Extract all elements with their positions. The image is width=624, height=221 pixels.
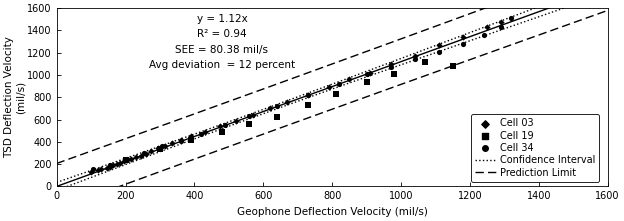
Point bbox=[272, 105, 282, 108]
X-axis label: Geophone Deflection Velocity (mil/s): Geophone Deflection Velocity (mil/s) bbox=[236, 207, 427, 217]
Point bbox=[410, 54, 420, 58]
Point bbox=[496, 25, 506, 29]
Point bbox=[220, 123, 230, 127]
Point bbox=[186, 138, 196, 141]
Point bbox=[482, 25, 492, 29]
Point bbox=[386, 65, 396, 69]
Point bbox=[245, 114, 255, 118]
Point bbox=[365, 71, 375, 74]
Point bbox=[265, 107, 275, 110]
Point bbox=[217, 130, 227, 134]
Point bbox=[86, 170, 96, 174]
Point bbox=[331, 92, 341, 96]
Point bbox=[157, 145, 167, 148]
Point bbox=[119, 160, 129, 163]
Point bbox=[361, 80, 371, 84]
Point bbox=[506, 16, 516, 20]
Point bbox=[112, 162, 122, 166]
Point bbox=[282, 101, 292, 104]
Point bbox=[434, 50, 444, 53]
Point bbox=[434, 43, 444, 47]
Point bbox=[447, 64, 457, 68]
Point bbox=[197, 132, 207, 136]
Point bbox=[102, 166, 112, 170]
Point bbox=[303, 93, 313, 97]
Point bbox=[93, 168, 103, 172]
Point bbox=[175, 138, 185, 142]
Point bbox=[245, 122, 255, 126]
Point bbox=[324, 86, 334, 89]
Point bbox=[175, 139, 185, 143]
Point bbox=[125, 157, 135, 160]
Point bbox=[303, 93, 313, 97]
Point bbox=[458, 42, 468, 46]
Point bbox=[386, 62, 396, 66]
Text: y = 1.12x
R² = 0.94
SEE = 80.38 mil/s
Avg deviation  = 12 percent: y = 1.12x R² = 0.94 SEE = 80.38 mil/s Av… bbox=[149, 13, 295, 70]
Point bbox=[344, 78, 354, 81]
Point bbox=[141, 152, 151, 155]
Point bbox=[458, 35, 468, 39]
Point bbox=[105, 163, 115, 166]
Point bbox=[361, 72, 371, 76]
Point bbox=[88, 167, 98, 171]
Point bbox=[248, 113, 258, 116]
Point bbox=[97, 167, 107, 171]
Point bbox=[334, 82, 344, 86]
Point bbox=[147, 150, 157, 153]
Point bbox=[420, 60, 430, 63]
Point bbox=[115, 161, 125, 165]
Point bbox=[109, 163, 119, 166]
Point bbox=[410, 58, 420, 61]
Point bbox=[136, 154, 146, 158]
Point bbox=[496, 20, 506, 23]
Point bbox=[303, 103, 313, 107]
Point bbox=[122, 157, 132, 161]
Point bbox=[155, 147, 165, 150]
Point bbox=[215, 124, 225, 128]
Point bbox=[167, 141, 177, 145]
Point bbox=[154, 146, 163, 150]
Point bbox=[120, 158, 130, 162]
Point bbox=[272, 116, 282, 119]
Point bbox=[231, 119, 241, 122]
Point bbox=[160, 144, 170, 148]
Y-axis label: TSD Deflection Velocity
(mil/s): TSD Deflection Velocity (mil/s) bbox=[4, 36, 26, 158]
Legend: Cell 03, Cell 19, Cell 34, Confidence Interval, Prediction Limit: Cell 03, Cell 19, Cell 34, Confidence In… bbox=[470, 114, 599, 182]
Point bbox=[105, 165, 115, 169]
Point bbox=[139, 151, 149, 155]
Point bbox=[479, 33, 489, 37]
Point bbox=[131, 156, 141, 159]
Point bbox=[122, 158, 132, 162]
Point bbox=[200, 130, 210, 134]
Point bbox=[389, 72, 399, 76]
Point bbox=[186, 135, 196, 138]
